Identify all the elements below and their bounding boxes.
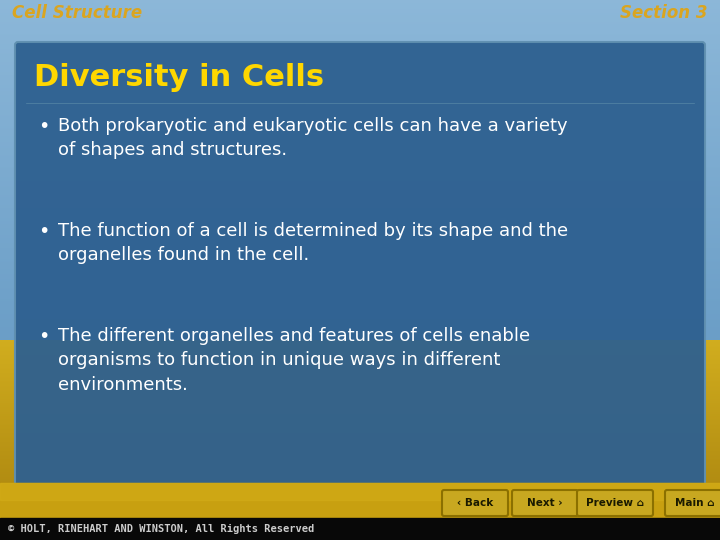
Text: Both prokaryotic and eukaryotic cells can have a variety
of shapes and structure: Both prokaryotic and eukaryotic cells ca… [58, 117, 567, 159]
Text: •: • [38, 222, 50, 241]
FancyBboxPatch shape [665, 490, 720, 516]
Text: •: • [38, 327, 50, 346]
Text: The different organelles and features of cells enable
organisms to function in u: The different organelles and features of… [58, 327, 530, 394]
FancyBboxPatch shape [442, 490, 508, 516]
FancyBboxPatch shape [15, 42, 705, 488]
Text: The function of a cell is determined by its shape and the
organelles found in th: The function of a cell is determined by … [58, 222, 568, 264]
Text: •: • [38, 117, 50, 136]
Bar [0, 483, 720, 518]
Text: Main ⌂: Main ⌂ [675, 498, 715, 508]
FancyBboxPatch shape [512, 490, 578, 516]
Text: ‹ Back: ‹ Back [457, 498, 493, 508]
Text: © HOLT, RINEHART AND WINSTON, All Rights Reserved: © HOLT, RINEHART AND WINSTON, All Rights… [8, 524, 314, 534]
Text: Cell Structure: Cell Structure [12, 4, 142, 22]
Text: Diversity in Cells: Diversity in Cells [34, 63, 324, 92]
Text: Next ›: Next › [527, 498, 563, 508]
Bar [0, 518, 720, 540]
Text: Section 3: Section 3 [621, 4, 708, 22]
FancyBboxPatch shape [577, 490, 653, 516]
Text: Preview ⌂: Preview ⌂ [586, 498, 644, 508]
Bar [0, 483, 720, 500]
